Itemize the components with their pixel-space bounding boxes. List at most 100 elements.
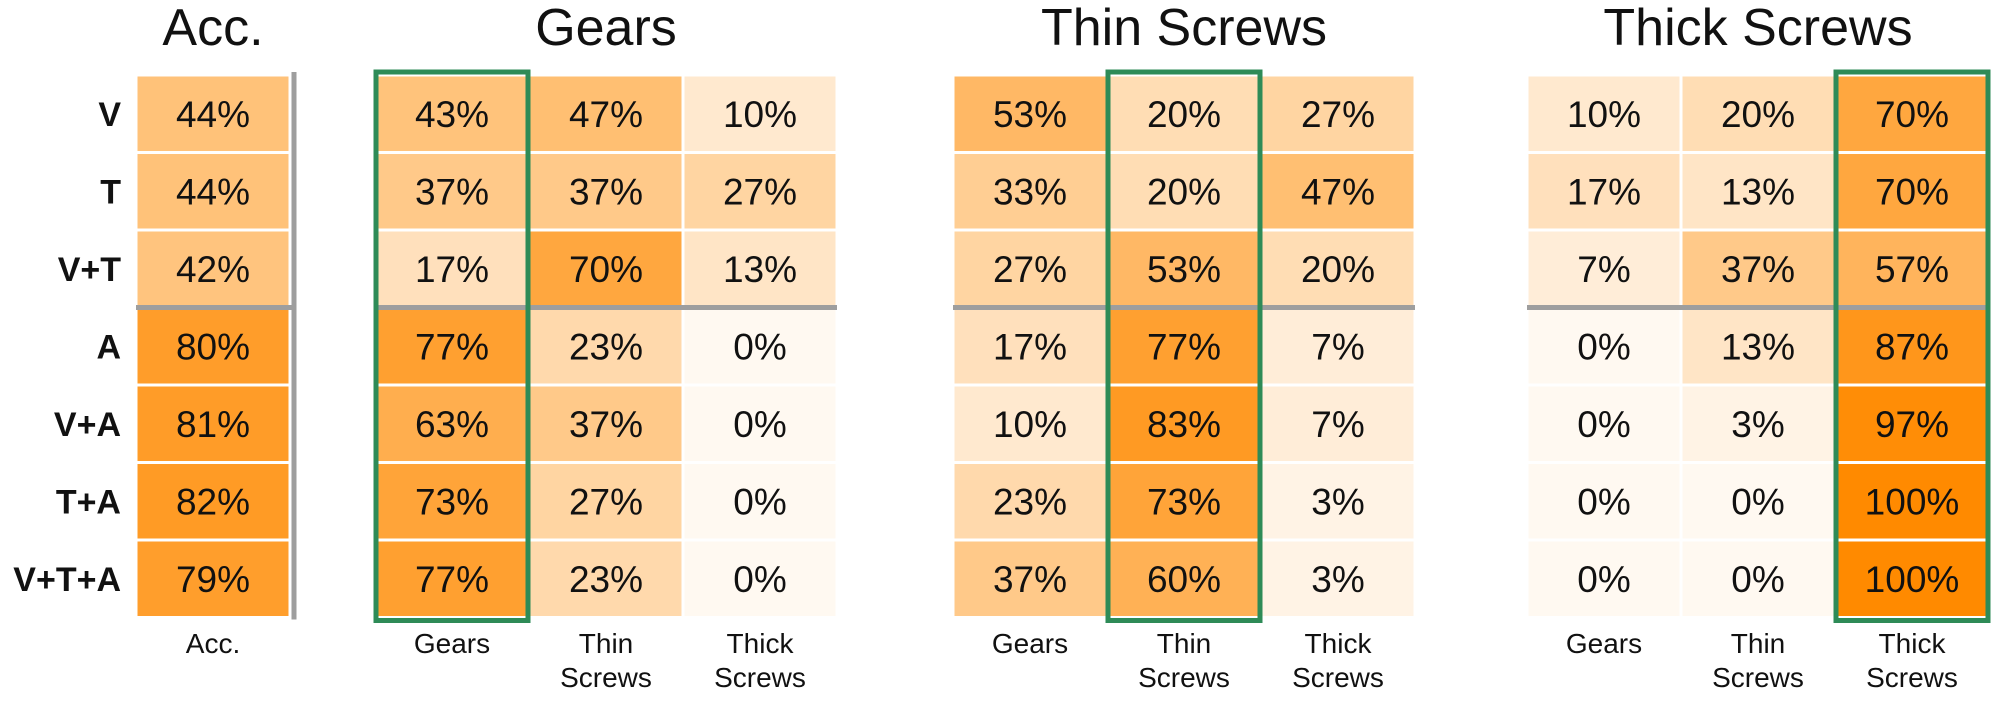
heatmap-cell [527, 228, 685, 309]
heatmap-cell [1679, 383, 1837, 464]
heatmap-cell [527, 151, 685, 232]
cell-value-label: 77% [415, 326, 489, 367]
heatmap-cell [951, 383, 1109, 464]
column-label: Thick Screws [1866, 628, 1958, 693]
cell-value-label: 23% [569, 326, 643, 367]
row-labels: V T V+T A V+A T+A V+T+A [13, 96, 121, 599]
cell-value-label: 37% [993, 559, 1067, 600]
row-label: T [100, 173, 121, 211]
cell-value-label: 20% [1721, 94, 1795, 135]
cell-value-label: 23% [569, 559, 643, 600]
cell-value-label: 77% [1147, 326, 1221, 367]
cell-value-label: 0% [1731, 559, 1784, 600]
cell-value-label: 0% [1577, 326, 1630, 367]
cell-value-label: 7% [1311, 326, 1364, 367]
row-label: A [96, 328, 121, 366]
cell-value-label: 100% [1865, 481, 1960, 522]
cell-value-label: 17% [1567, 171, 1641, 212]
cell-value-label: 70% [1875, 171, 1949, 212]
cell-value-label: 37% [569, 404, 643, 445]
heatmap-cell [1679, 151, 1837, 232]
cell-value-label: 100% [1865, 559, 1960, 600]
cell-value-label: 20% [1301, 249, 1375, 290]
highlight-column-box [1105, 69, 1263, 623]
heatmap-cell [134, 151, 292, 232]
cell-value-label: 0% [733, 559, 786, 600]
cell-value-label: 97% [1875, 404, 1949, 445]
cell-value-label: 73% [1147, 481, 1221, 522]
column-label: Thick Screws [714, 628, 806, 693]
cell-value-label: 83% [1147, 404, 1221, 445]
heatmap-cell [1679, 228, 1837, 309]
cell-value-label: 37% [569, 171, 643, 212]
heatmap-cell [1525, 306, 1683, 387]
cell-value-label: 13% [1721, 326, 1795, 367]
heatmap-cell [951, 538, 1109, 619]
row-label: T+A [56, 483, 121, 521]
cell-value-label: 27% [1301, 94, 1375, 135]
cell-value-label: 43% [415, 94, 489, 135]
cell-value-label: 53% [993, 94, 1067, 135]
cell-value-label: 44% [176, 171, 250, 212]
cell-value-label: 20% [1147, 94, 1221, 135]
cell-value-label: 0% [733, 404, 786, 445]
cell-value-label: 3% [1311, 559, 1364, 600]
cell-value-label: 53% [1147, 249, 1221, 290]
cell-value-label: 0% [1731, 481, 1784, 522]
cell-value-label: 42% [176, 249, 250, 290]
cell-value-label: 27% [723, 171, 797, 212]
heatmap-cell [373, 151, 531, 232]
cell-value-label: 82% [176, 481, 250, 522]
heatmap-panels: Acc. 44% 44% 42% 80% 81% 82% 79% Acc. Gears 43% 47%… [134, 0, 1991, 693]
cell-value-label: 0% [1577, 404, 1630, 445]
heatmap-cell [1525, 383, 1683, 464]
heatmap-panel: Acc. 44% 44% 42% 80% 81% 82% 79% Acc. [134, 0, 297, 659]
cell-value-label: 70% [1875, 94, 1949, 135]
heatmap-panel: Gears 43% 47% 10% 37% 37% 27% 17% 70% 13% 77% 23% 0%… [373, 0, 839, 693]
row-label: V [98, 96, 121, 134]
highlight-column-box [1833, 69, 1991, 623]
heatmap-cell [1833, 228, 1991, 309]
cell-value-label: 73% [415, 481, 489, 522]
cell-value-label: 7% [1577, 249, 1630, 290]
heatmap-cell [1105, 228, 1263, 309]
heatmap-cell [1679, 73, 1837, 154]
heatmap-cell [1525, 151, 1683, 232]
heatmap-cell [527, 538, 685, 619]
heatmap-panel: Thick Screws 10% 20% 70% 17% 13% 70% 7% 37% 57% 0%… [1525, 0, 1991, 693]
cell-value-label: 77% [415, 559, 489, 600]
cell-value-label: 10% [723, 94, 797, 135]
heatmap-cell [1105, 538, 1263, 619]
heatmap-cell [1833, 383, 1991, 464]
heatmap-cell [1833, 73, 1991, 154]
cell-value-label: 23% [993, 481, 1067, 522]
panel-title: Thin Screws [1041, 0, 1327, 57]
row-label: V+T+A [13, 561, 121, 599]
cell-value-label: 7% [1311, 404, 1364, 445]
column-label: Gears [992, 628, 1068, 659]
heatmap-cell [1525, 228, 1683, 309]
column-label: Thin Screws [1712, 628, 1804, 693]
cell-value-label: 87% [1875, 326, 1949, 367]
heatmap-cell [1105, 461, 1263, 542]
heatmap-cell [1525, 538, 1683, 619]
cell-value-label: 80% [176, 326, 250, 367]
cell-value-label: 70% [569, 249, 643, 290]
row-label: V+T [58, 251, 122, 289]
column-label: Gears [1566, 628, 1642, 659]
panel-title: Gears [535, 0, 677, 57]
cell-value-label: 0% [733, 326, 786, 367]
heatmap-cell [1833, 151, 1991, 232]
heatmap-panel: Thin Screws 53% 20% 27% 33% 20% 47% 27% 53% 20% 17… [951, 0, 1417, 693]
cell-value-label: 10% [1567, 94, 1641, 135]
highlight-column-box [373, 69, 531, 623]
cell-value-label: 47% [569, 94, 643, 135]
column-label: Thick Screws [1292, 628, 1384, 693]
cell-value-label: 17% [415, 249, 489, 290]
cell-value-label: 13% [723, 249, 797, 290]
cell-value-label: 3% [1311, 481, 1364, 522]
cell-value-label: 33% [993, 171, 1067, 212]
heatmap-cell [681, 151, 839, 232]
cell-value-label: 17% [993, 326, 1067, 367]
